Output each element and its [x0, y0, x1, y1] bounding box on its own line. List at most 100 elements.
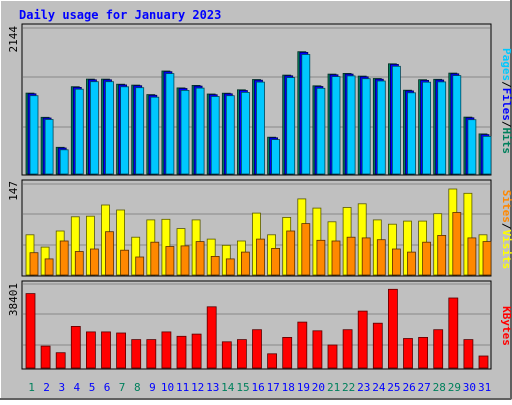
- chart-title: Daily usage for January 2023: [19, 8, 221, 22]
- kbytes-panel-frame: [21, 280, 492, 370]
- pages-bar-day-31: [482, 135, 492, 175]
- sites-bar-day-28: [437, 234, 447, 276]
- kbytes-panel-legend-part-0: KBytes: [500, 306, 512, 346]
- kbytes-bar-day-10: [161, 331, 172, 369]
- pages-bar-day-14: [225, 95, 235, 175]
- pages-bar-day-24: [376, 80, 386, 175]
- pages-bar-day-10: [165, 73, 175, 175]
- pages-bar-day-28: [437, 81, 447, 175]
- x-label-day-14: 14: [221, 381, 235, 394]
- kbytes-bar-day-12: [191, 333, 202, 369]
- kbytes-bar-day-27: [418, 336, 429, 369]
- kbytes-bar-day-6: [101, 331, 111, 369]
- sites-bar-day-23: [361, 237, 371, 276]
- sites-bar-day-16: [256, 238, 265, 276]
- pages-bar-day-4: [74, 88, 84, 175]
- pages-bar-day-5: [90, 81, 99, 175]
- sites-bar-day-7: [120, 249, 129, 276]
- x-label-day-1: 1: [28, 381, 35, 394]
- x-label-day-13: 13: [206, 381, 219, 394]
- x-label-day-28: 28: [433, 381, 446, 394]
- sites-bar-day-1: [29, 252, 39, 276]
- sites-bar-day-3: [59, 240, 69, 276]
- x-label-day-21: 21: [327, 381, 340, 394]
- kbytes-bar-day-24: [372, 322, 383, 369]
- kbytes-bar-day-2: [40, 345, 51, 369]
- x-label-day-25: 25: [387, 381, 400, 394]
- sites-bar-day-9: [150, 241, 160, 276]
- kbytes-bar-day-25: [387, 288, 398, 369]
- sites-bar-day-22: [346, 236, 356, 276]
- pages-bar-day-20: [316, 87, 326, 175]
- x-label-day-29: 29: [448, 381, 461, 394]
- sites-bar-day-20: [316, 239, 326, 276]
- x-axis-labels: 1 2 3 4 5 6 7 8 9 10 11 12 13 14 15 16 17 18 19 20 21 22 23 24 2…: [28, 381, 491, 394]
- sites-bar-day-4: [74, 251, 84, 276]
- x-label-day-2: 2: [43, 381, 50, 394]
- pages-bar-day-22: [346, 75, 356, 175]
- x-label-day-6: 6: [104, 381, 111, 394]
- x-label-day-17: 17: [267, 381, 280, 394]
- kbytes-bar-day-1: [25, 293, 36, 369]
- pages-bar-day-25: [391, 65, 401, 175]
- kbytes-bar-day-23: [357, 310, 368, 369]
- hits-panel-frame: [21, 23, 492, 176]
- x-label-day-27: 27: [417, 381, 430, 394]
- x-label-day-22: 22: [342, 381, 355, 394]
- kbytes-bar-day-31: [478, 355, 489, 369]
- sites-bar-day-29: [452, 212, 462, 276]
- kbytes-bar-day-4: [70, 325, 81, 369]
- kbytes-bar-day-15: [236, 339, 247, 369]
- kbytes-bar-day-19: [297, 321, 308, 369]
- hits-panel-legend-part-1: /: [500, 81, 512, 88]
- kbytes-bar-day-18: [282, 336, 293, 369]
- pages-bar-day-8: [135, 87, 145, 175]
- pages-bar-day-27: [422, 81, 432, 175]
- x-label-day-9: 9: [149, 381, 156, 394]
- sites-bar-day-13: [210, 255, 220, 276]
- sites-bar-day-6: [105, 231, 114, 276]
- pages-bar-day-29: [452, 75, 462, 175]
- kbytes-bar-day-29: [448, 297, 459, 369]
- sites-bar-day-14: [225, 258, 235, 276]
- sites-bar-day-2: [44, 258, 54, 276]
- kbytes-bar-day-17: [267, 353, 278, 369]
- pages-bar-day-11: [180, 90, 190, 175]
- bars: [25, 51, 492, 369]
- pages-bar-day-7: [120, 86, 129, 175]
- x-label-day-15: 15: [236, 381, 249, 394]
- kbytes-bar-day-14: [221, 341, 232, 369]
- pages-bar-day-3: [59, 149, 69, 175]
- sites-bar-day-24: [376, 239, 386, 276]
- sites-bar-day-5: [90, 248, 99, 276]
- x-label-day-20: 20: [312, 381, 325, 394]
- hits-panel-legend-part-3: /: [500, 121, 512, 128]
- sites-bar-day-30: [467, 237, 477, 276]
- x-label-day-23: 23: [357, 381, 370, 394]
- x-label-day-11: 11: [176, 381, 189, 394]
- hits-panel-legend-part-2: Files: [500, 88, 512, 121]
- hits-panel-legend-part-4: Hits: [500, 128, 512, 155]
- kbytes-bar-day-9: [146, 339, 157, 369]
- x-label-day-7: 7: [119, 381, 126, 394]
- pages-bar-day-21: [331, 76, 341, 175]
- visits-panel-frame: [21, 179, 492, 277]
- x-label-day-18: 18: [282, 381, 295, 394]
- x-label-day-30: 30: [463, 381, 476, 394]
- pages-bar-day-23: [361, 78, 371, 175]
- kbytes-bar-day-5: [86, 331, 96, 369]
- sites-bar-day-17: [271, 247, 281, 276]
- pages-bar-day-12: [195, 87, 205, 175]
- kbytes-bar-day-7: [116, 332, 126, 369]
- pages-bar-day-13: [210, 96, 220, 175]
- visits-panel-legend: Sites/Visits: [500, 190, 512, 270]
- kbytes-bar-day-13: [206, 306, 217, 369]
- pages-bar-day-26: [407, 92, 416, 175]
- sites-bar-day-25: [391, 248, 401, 276]
- kbytes-bar-day-30: [463, 339, 474, 369]
- panel-frames: [21, 23, 492, 370]
- x-label-day-12: 12: [191, 381, 204, 394]
- x-label-day-3: 3: [58, 381, 65, 394]
- sites-bar-day-18: [286, 230, 296, 276]
